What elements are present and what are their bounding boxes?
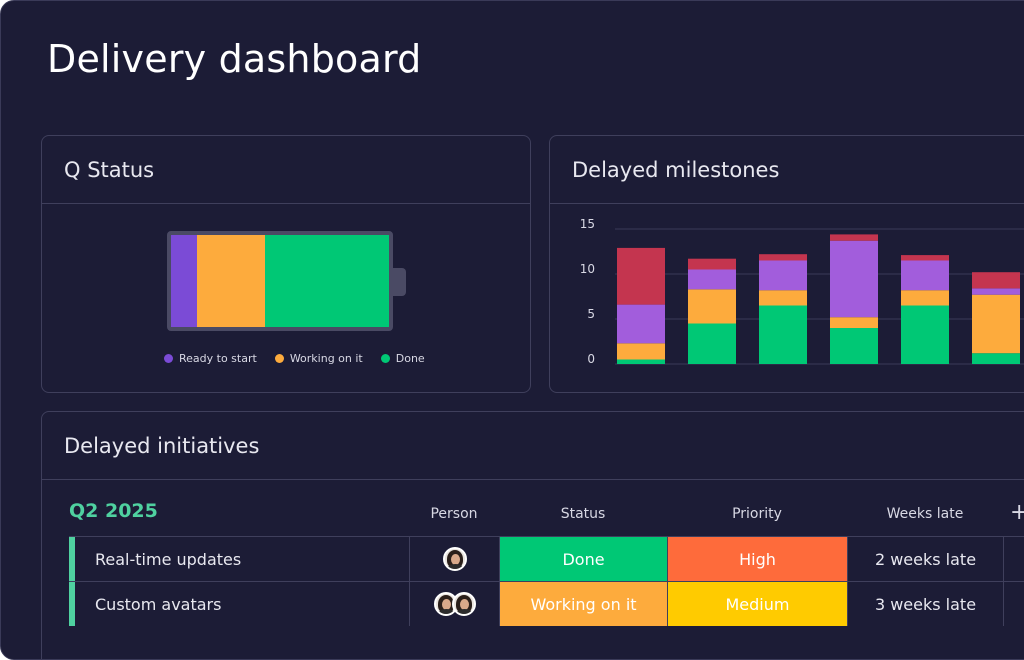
bar-segment[interactable] <box>830 234 878 241</box>
empty-cell <box>1003 537 1024 581</box>
weeks-late-cell[interactable]: 3 weeks late <box>847 582 1003 626</box>
bar-segment[interactable] <box>617 343 665 360</box>
legend-item: Working on it <box>274 352 363 365</box>
legend-item: Done <box>380 352 425 365</box>
column-status[interactable]: Status <box>560 506 606 522</box>
weeks-late-cell[interactable]: 2 weeks late <box>847 537 1003 581</box>
bar-segment[interactable] <box>901 305 949 365</box>
person-cell[interactable] <box>409 537 499 581</box>
bar-segment[interactable] <box>972 272 1020 289</box>
bar-segment[interactable] <box>759 260 807 291</box>
legend-dot <box>164 354 173 363</box>
initiatives-title: Delayed initiatives <box>42 412 1024 480</box>
person-cell[interactable] <box>409 582 499 626</box>
bar-segment[interactable] <box>830 317 878 328</box>
legend-label: Ready to start <box>179 352 257 365</box>
bar-segment[interactable] <box>972 288 1020 295</box>
group-color-bar <box>69 582 75 626</box>
y-tick-label: 5 <box>587 307 595 321</box>
legend-dot <box>274 354 284 363</box>
legend-label: Working on it <box>289 352 363 365</box>
delayed-initiatives-widget[interactable]: Delayed initiatives Q2 2025 Person Statu… <box>41 411 1024 659</box>
empty-cell <box>1003 582 1024 626</box>
column-priority[interactable]: Priority <box>732 506 782 522</box>
battery-segment-ready-to-start[interactable] <box>171 235 198 327</box>
bar-segment[interactable] <box>759 254 807 261</box>
avatar <box>451 592 476 616</box>
bar-segment[interactable] <box>688 289 736 324</box>
battery-segment-done[interactable] <box>264 235 389 327</box>
bar-segment[interactable] <box>759 305 807 365</box>
status-battery[interactable] <box>167 231 393 331</box>
legend-item: Ready to start <box>164 352 257 365</box>
y-tick-label: 15 <box>580 217 595 231</box>
item-name[interactable]: Custom avatars <box>95 594 222 614</box>
battery-cap <box>392 268 406 296</box>
bar-segment[interactable] <box>830 328 878 364</box>
priority-label[interactable]: Medium <box>667 582 847 626</box>
bar-segment[interactable] <box>830 240 878 318</box>
q-status-title: Q Status <box>42 136 530 204</box>
delayed-milestones-widget[interactable]: Delayed milestones 0 5 10 15 <box>549 135 1024 393</box>
group-title[interactable]: Q2 2025 <box>69 500 158 522</box>
legend-label: Done <box>395 352 425 365</box>
status-label[interactable]: Working on it <box>499 582 667 626</box>
bar-segment[interactable] <box>688 258 736 270</box>
add-column-button[interactable]: + <box>1010 500 1024 525</box>
q-status-widget[interactable]: Q Status Ready to start Working on it Done <box>41 135 531 393</box>
status-legend: Ready to start Working on it Done <box>164 352 425 365</box>
table-row[interactable]: Real-time updates Done High 2 weeks late <box>69 536 1024 581</box>
status-label[interactable]: Done <box>499 537 667 581</box>
avatar <box>433 592 458 616</box>
group-color-bar <box>69 537 75 581</box>
bar-segment[interactable] <box>617 247 665 305</box>
bar-segment[interactable] <box>901 260 949 291</box>
priority-label[interactable]: High <box>667 537 847 581</box>
table-row[interactable]: Custom avatars Working on it Medium 3 weeks… <box>69 581 1024 626</box>
battery-segment-working-on-it[interactable] <box>197 235 265 327</box>
page-title: Delivery dashboard <box>47 37 422 81</box>
bar-segment[interactable] <box>617 359 665 365</box>
avatar <box>442 547 467 571</box>
bar-segment[interactable] <box>972 353 1020 364</box>
bar-segment[interactable] <box>972 294 1020 354</box>
bar-segment[interactable] <box>688 323 736 365</box>
milestones-chart: 0 5 10 15 <box>580 217 1024 366</box>
legend-dot <box>380 354 390 363</box>
bar-segment[interactable] <box>901 290 949 306</box>
column-person[interactable]: Person <box>430 506 478 522</box>
bar-segment[interactable] <box>759 290 807 306</box>
bar-segment[interactable] <box>901 255 949 261</box>
bar-segment[interactable] <box>688 269 736 290</box>
item-name[interactable]: Real-time updates <box>95 549 242 569</box>
bar-segment[interactable] <box>617 304 665 344</box>
y-tick-label: 10 <box>580 262 595 276</box>
milestones-title: Delayed milestones <box>550 136 1024 204</box>
y-tick-label: 0 <box>587 352 595 366</box>
column-weeks-late[interactable]: Weeks late <box>886 506 964 522</box>
